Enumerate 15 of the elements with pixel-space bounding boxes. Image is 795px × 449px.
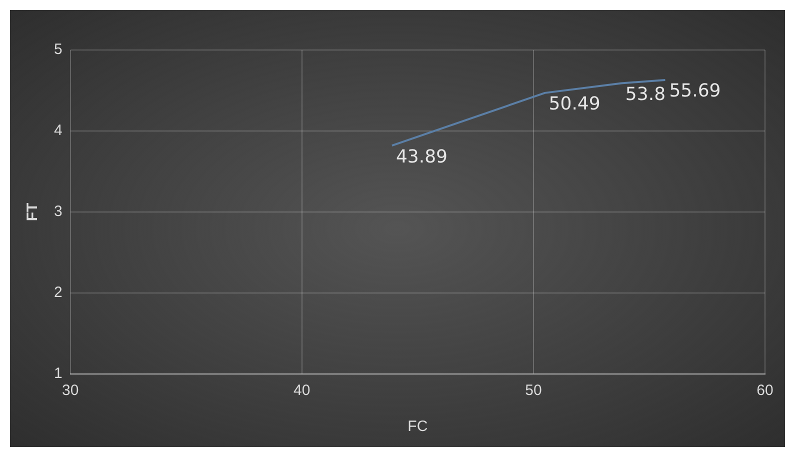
y-tick-label: 5 bbox=[54, 41, 62, 58]
y-tick-label: 3 bbox=[54, 203, 62, 220]
y-axis-title: FT bbox=[24, 202, 42, 222]
x-tick-label: 50 bbox=[525, 382, 542, 400]
annotation: 55.69 bbox=[669, 80, 721, 102]
x-tick-label: 30 bbox=[62, 382, 79, 400]
y-tick-label: 4 bbox=[54, 122, 62, 140]
x-tick-label: 40 bbox=[294, 382, 310, 400]
y-tick-label: 1 bbox=[54, 365, 62, 382]
x-axis-title: FC bbox=[408, 418, 428, 436]
annotation: 50.49 bbox=[548, 94, 600, 115]
annotation: 53.8 bbox=[625, 84, 666, 105]
x-tick-label: 60 bbox=[756, 382, 774, 400]
annotation: 43.89 bbox=[396, 146, 448, 168]
y-tick-label: 2 bbox=[54, 284, 62, 302]
